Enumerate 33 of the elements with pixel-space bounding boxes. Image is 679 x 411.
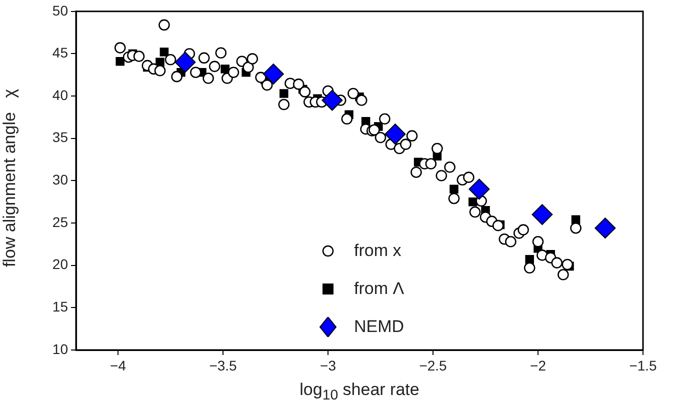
y-tick-label: 35	[52, 129, 68, 146]
y-tick-label: 45	[52, 44, 68, 61]
legend-label: from x	[354, 241, 402, 261]
legend-label: NEMD	[354, 317, 404, 337]
point	[116, 56, 124, 66]
point	[220, 64, 230, 74]
point	[525, 255, 534, 264]
y-tick-label: 40	[52, 86, 68, 103]
point	[532, 204, 553, 226]
y-tick-label: 25	[52, 214, 68, 230]
y-tick-label: 15	[52, 298, 68, 315]
point	[322, 90, 343, 111]
x-axis-title: log$_{10}$ shear rate	[298, 380, 420, 404]
x-tick-label: −4	[110, 357, 126, 374]
point	[174, 52, 196, 73]
legend-label: from Λ	[354, 279, 404, 299]
y-tick-label: 20	[52, 256, 68, 272]
y-tick-label: 10	[52, 340, 68, 357]
point	[450, 184, 458, 194]
point	[594, 218, 616, 239]
x-tick-label: −2	[530, 357, 546, 374]
y-tick-label: 30	[52, 172, 68, 188]
x-tick-label: −3.5	[209, 357, 238, 374]
x-tick-label: −1.5	[629, 357, 658, 374]
point	[160, 48, 169, 56]
point	[468, 178, 490, 200]
x-tick-label: −3	[320, 357, 336, 374]
y-tick-label: 50	[52, 2, 68, 18]
point	[384, 124, 406, 145]
y-axis-title: flow alignment angle χ	[0, 87, 20, 269]
point	[262, 64, 284, 85]
x-tick-label: −2.5	[419, 357, 448, 374]
point	[280, 89, 288, 98]
